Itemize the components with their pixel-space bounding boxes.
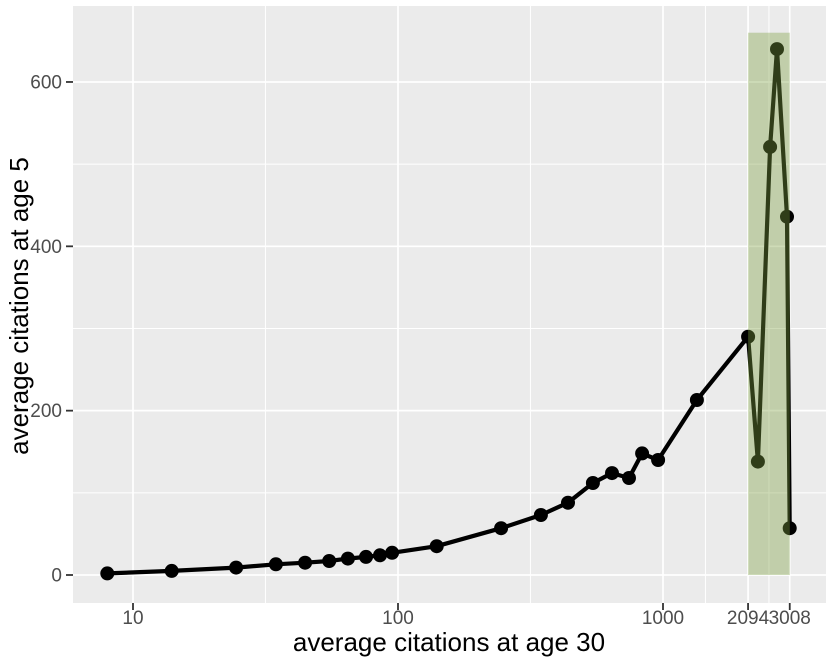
data-point [373,548,387,563]
data-point [268,557,283,572]
data-point [429,539,444,554]
panel-background [73,6,826,603]
data-point [622,471,636,485]
data-point [689,393,704,407]
highlight-band [748,32,790,575]
data-point [298,555,313,570]
data-point [585,476,600,490]
data-point [100,566,115,581]
data-point [782,521,797,536]
plot-panel: 10 100 1000 2094 3008 0 200 400 600 [30,6,826,629]
y-axis-title: average citations at age 5 [4,157,34,455]
data-point [359,549,373,564]
data-point [561,495,575,510]
y-tick-label: 200 [30,401,62,422]
y-tick-label: 400 [30,237,62,258]
x-tick-label: 10 [122,608,143,629]
data-point [635,446,650,461]
data-point [750,454,765,469]
data-point [763,139,778,154]
data-point [741,329,756,344]
x-tick-label: 2094 [727,608,770,629]
data-point [651,453,666,467]
data-point [494,521,509,536]
data-point [780,209,794,224]
data-point [605,466,619,481]
data-point [385,545,400,560]
y-tick-label: 600 [30,72,62,93]
data-point [322,554,337,568]
data-point [533,508,548,522]
x-tick-label: 100 [382,608,414,629]
data-point [164,563,179,578]
x-tick-label: 1000 [642,608,684,629]
x-axis-title: average citations at age 30 [293,627,605,657]
data-point [229,560,244,575]
x-tick-label: 3008 [769,608,811,629]
data-point [340,551,355,566]
data-point [770,42,784,57]
y-tick-label: 0 [51,566,62,587]
